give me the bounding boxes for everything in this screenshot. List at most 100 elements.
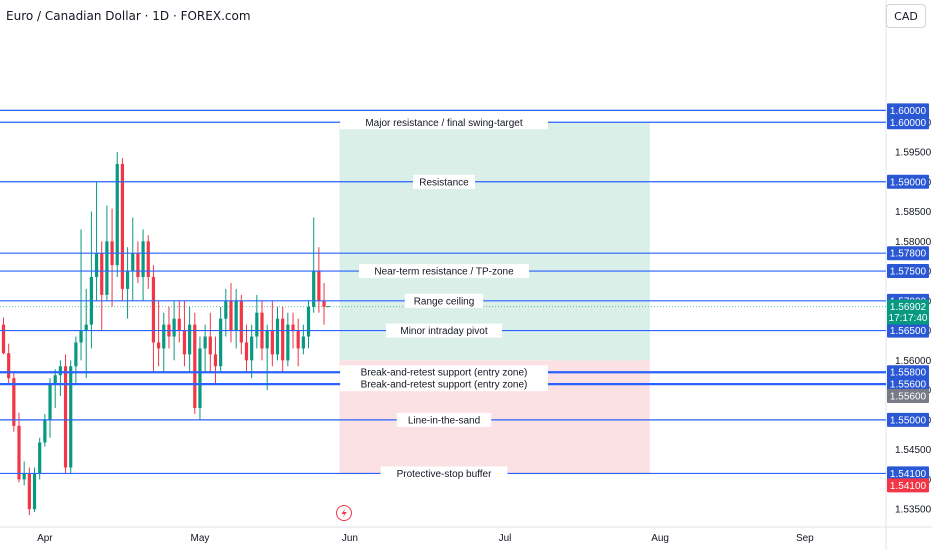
symbol-title[interactable]: Euro / Canadian Dollar · 1D · FOREX.com — [6, 9, 251, 23]
level-label: Break-and-retest support (entry zone) — [361, 380, 528, 391]
candle-body — [317, 271, 321, 301]
y-tick-label: 1.58500 — [895, 207, 932, 218]
level-label-bg — [359, 264, 529, 279]
level-badge: 1.57500 — [890, 267, 927, 278]
lightning-icon-bolt — [341, 508, 347, 518]
candle-body — [100, 253, 104, 295]
candle-body — [151, 277, 156, 343]
price-badge: 1.55600 — [890, 392, 927, 403]
y-tick-label: 1.59500 — [895, 148, 932, 159]
candle-body — [203, 336, 207, 349]
level-label: Line-in-the-sand — [408, 415, 480, 426]
candle-body — [250, 336, 254, 361]
level-badge-bg — [887, 115, 929, 130]
price-badge-bg — [887, 478, 929, 493]
level-label-bg — [340, 115, 548, 130]
price-badge-bg — [887, 389, 929, 404]
level-badge-bg — [887, 103, 929, 118]
candle-body — [53, 375, 57, 385]
candle-body — [115, 163, 119, 266]
candle-body — [286, 324, 290, 361]
price-badge: 1.56902 — [890, 302, 927, 313]
level-badge-bg — [887, 365, 929, 380]
level-label-bg — [340, 365, 548, 380]
candle-body — [219, 318, 223, 367]
candle-body — [281, 318, 285, 361]
candle-body — [94, 253, 99, 278]
candle-body — [182, 330, 187, 355]
candle-body — [322, 300, 326, 307]
target-zone — [339, 122, 650, 361]
level-badge: 1.54100 — [890, 469, 927, 480]
candle-body — [84, 324, 88, 331]
candle-body — [17, 425, 21, 480]
candle-body — [146, 241, 150, 278]
candle-body — [63, 366, 68, 468]
level-badge: 1.59000 — [890, 177, 927, 188]
candle-body — [270, 330, 274, 355]
candle-body — [141, 241, 145, 278]
level-badge-bg — [887, 466, 929, 481]
candle-body — [193, 324, 197, 408]
x-tick-label: Sep — [796, 533, 814, 544]
x-tick-label: Jul — [499, 533, 512, 544]
candle-body — [157, 342, 161, 349]
candle-body — [43, 419, 47, 443]
candle-body — [7, 353, 11, 379]
level-label: Break-and-retest support (entry zone) — [361, 368, 528, 379]
candle-body — [105, 241, 109, 295]
level-label: Range ceiling — [414, 296, 475, 307]
candle-body — [275, 318, 280, 355]
candle-body — [32, 473, 37, 510]
y-tick-label: 1.53500 — [895, 505, 932, 516]
level-badge: 1.55000 — [890, 415, 927, 426]
y-tick-label: 1.54500 — [895, 445, 932, 456]
price-badge-bg — [887, 299, 929, 314]
level-badge-bg — [887, 377, 929, 392]
candle-body — [213, 354, 218, 367]
candle-body — [188, 324, 192, 355]
candle-body — [265, 330, 269, 349]
level-label: Major resistance / final swing-target — [365, 118, 523, 129]
candle-body — [177, 318, 181, 331]
candle-body — [1, 324, 6, 354]
candle-body — [162, 324, 166, 349]
level-label: Minor intraday pivot — [400, 326, 487, 337]
candle-body — [136, 253, 140, 278]
candle-body — [12, 378, 16, 426]
price-badge: 17:17:40 — [889, 313, 928, 324]
price-badge: 1.54100 — [890, 481, 927, 492]
level-label: Resistance — [419, 177, 469, 188]
level-badge: 1.57800 — [890, 249, 927, 260]
level-label-bg — [396, 412, 492, 427]
x-tick-label: Aug — [651, 533, 669, 544]
candle-body — [48, 384, 52, 420]
level-label: Protective-stop buffer — [397, 469, 493, 480]
level-badge: 1.55800 — [890, 368, 927, 379]
candle-body — [38, 442, 42, 474]
level-label-bg — [340, 377, 548, 392]
candle-body — [291, 324, 295, 331]
candle-body — [172, 318, 176, 337]
level-label-bg — [413, 174, 475, 189]
level-label-bg — [386, 323, 502, 338]
candle-body — [301, 336, 305, 349]
level-badge-bg — [887, 174, 929, 189]
candle-body — [244, 342, 249, 361]
candle-body — [208, 336, 212, 355]
currency-button[interactable]: CAD — [886, 4, 926, 28]
candle-body — [58, 366, 62, 376]
candle-body — [234, 300, 238, 331]
level-badge: 1.56500 — [890, 326, 927, 337]
candle-body — [229, 300, 233, 331]
level-badge-bg — [887, 264, 929, 279]
level-label-bg — [380, 466, 508, 481]
lightning-icon — [336, 505, 352, 521]
candle-body — [296, 330, 300, 349]
level-label-bg — [404, 293, 484, 308]
candle-body — [22, 473, 26, 480]
candle-body — [198, 348, 202, 408]
y-tick-label: 1.58000 — [895, 237, 932, 248]
candle-body — [69, 366, 73, 468]
